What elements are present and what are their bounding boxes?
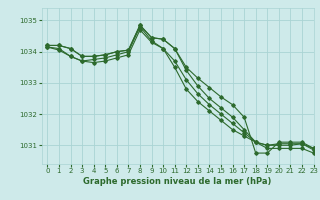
- X-axis label: Graphe pression niveau de la mer (hPa): Graphe pression niveau de la mer (hPa): [84, 177, 272, 186]
